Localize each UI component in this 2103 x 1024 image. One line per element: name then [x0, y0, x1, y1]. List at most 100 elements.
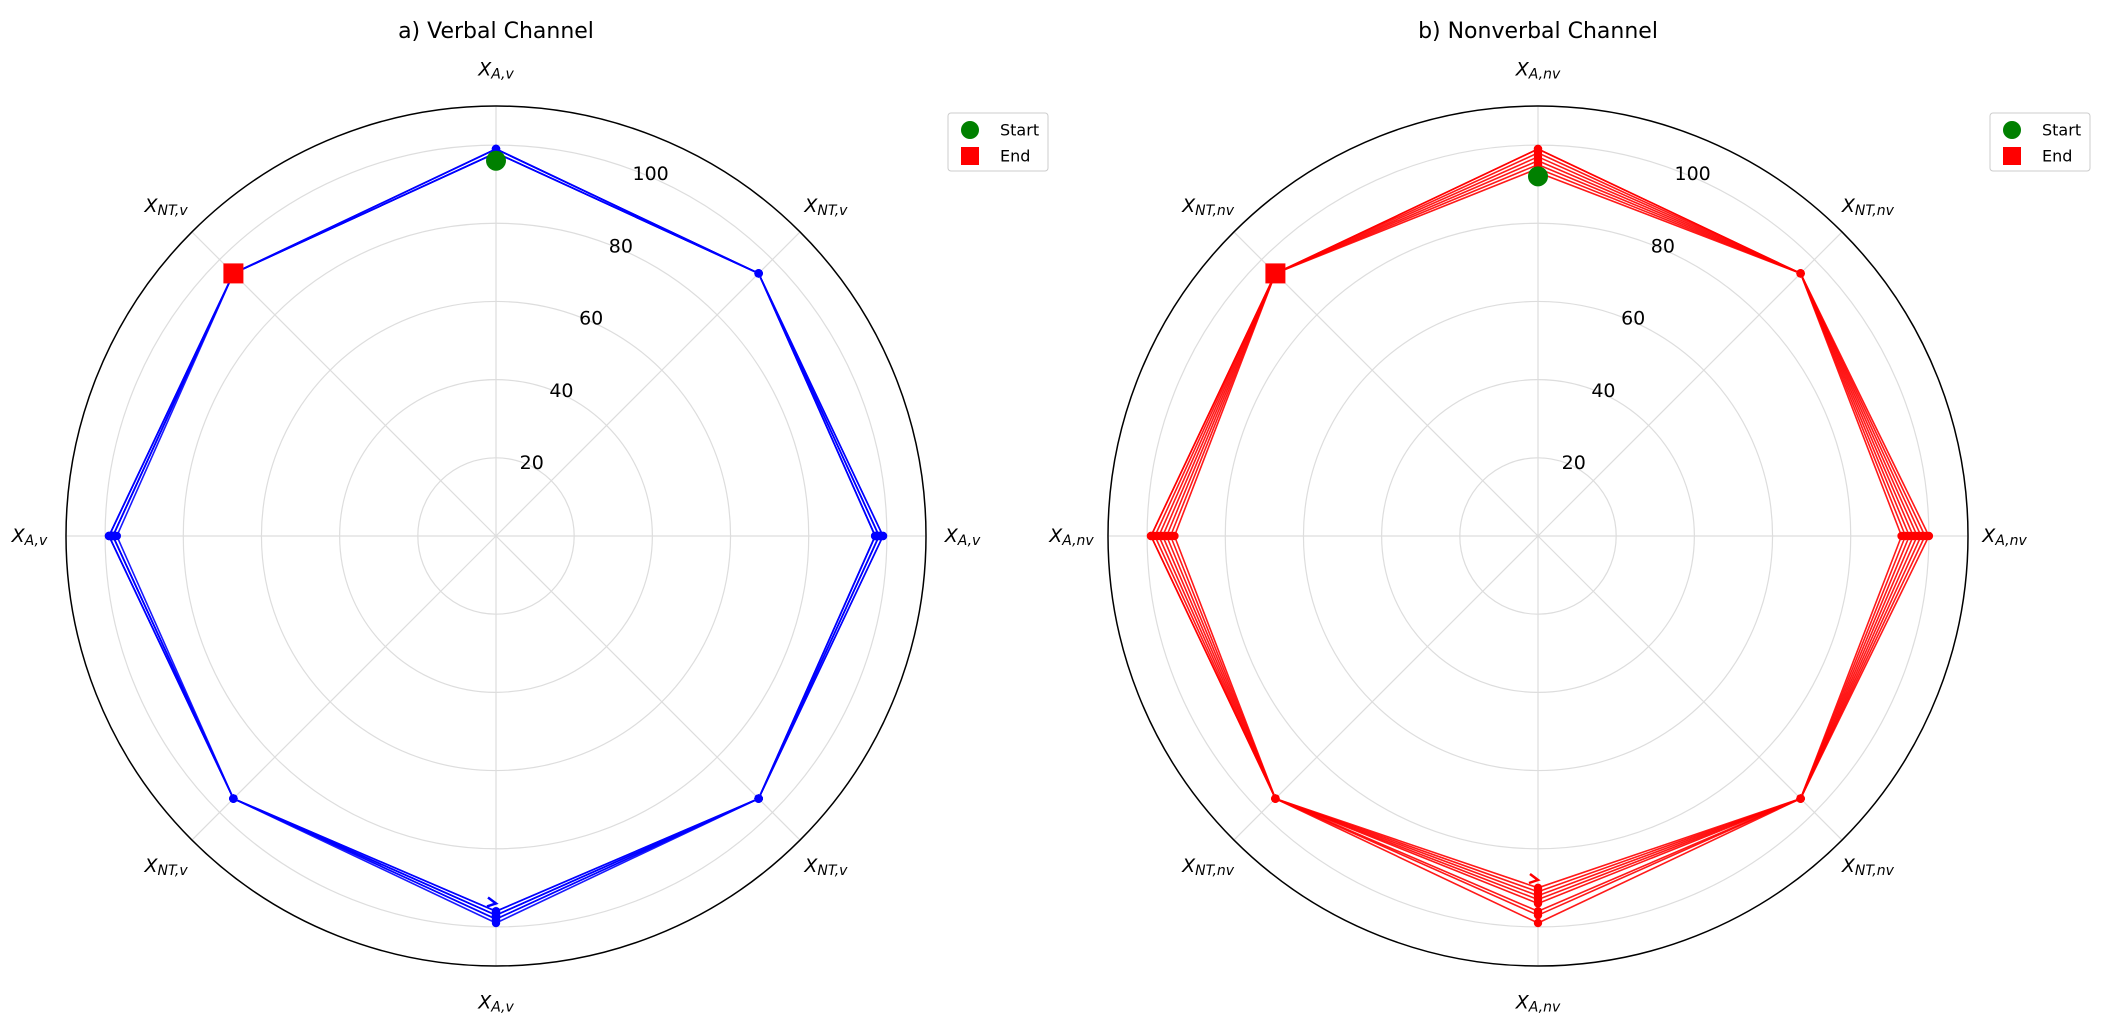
trajectory-segment — [1150, 273, 1277, 537]
axis-label: XNT,v — [803, 854, 848, 879]
end-marker — [1265, 263, 1286, 284]
trajectory-segment — [1173, 535, 1277, 799]
panel-verbal: a) Verbal Channel20406080100XA,vXNT,vXA,… — [11, 19, 1049, 1016]
r-tick-label: 80 — [1651, 235, 1675, 257]
r-tick-label: 40 — [1591, 380, 1615, 402]
r-tick-label: 20 — [1562, 452, 1586, 474]
grid-spoke — [1537, 231, 1843, 537]
trajectory-point — [1924, 531, 1934, 541]
axis-label: XNT,v — [803, 195, 848, 220]
legend-start-swatch — [961, 121, 979, 139]
axis-label-sub: NT,v — [817, 863, 848, 879]
axis-label-base: X — [1048, 525, 1063, 547]
trajectory-segment — [233, 148, 497, 275]
axis-label: XA,v — [477, 58, 514, 83]
trajectory-segment — [1799, 535, 1930, 799]
grid-spoke — [191, 535, 497, 841]
axis-label-base: X — [944, 525, 959, 547]
panel-title: a) Verbal Channel — [398, 19, 594, 44]
axis-label-sub: A,nv — [1528, 1000, 1561, 1016]
axis-label: XA,v — [11, 525, 48, 550]
panel-nonverbal: b) Nonverbal Channel20406080100XA,nvXNT,… — [1048, 19, 2091, 1016]
trajectory-segment — [1537, 148, 1801, 275]
axis-label: XNT,v — [144, 195, 189, 220]
axis-label-base: X — [1841, 854, 1856, 876]
axis-label-sub: NT,nv — [1195, 203, 1235, 219]
trajectory-arrow — [486, 896, 499, 908]
grid-spoke — [495, 231, 801, 537]
trajectory-arrow — [1528, 873, 1541, 885]
axis-label-sub: A,v — [490, 1000, 514, 1016]
trajectory-segment — [112, 273, 235, 537]
trajectory-segment — [1537, 797, 1801, 916]
legend-start-label: Start — [2042, 121, 2081, 140]
panel-title: b) Nonverbal Channel — [1418, 19, 1658, 44]
axis-label-base: X — [1181, 195, 1196, 217]
axis-label-base: X — [477, 991, 492, 1013]
legend-end-label: End — [1000, 147, 1030, 166]
axis-label-sub: A,nv — [1994, 533, 2027, 549]
grid-spoke — [495, 535, 801, 841]
axis-label-base: X — [1515, 58, 1530, 80]
trajectory-segment — [233, 797, 497, 916]
r-tick-label: 60 — [1621, 308, 1645, 330]
axis-label-base: X — [1515, 991, 1530, 1013]
legend-start-label: Start — [1000, 121, 1039, 140]
trajectory-segment — [757, 273, 876, 537]
axis-label-sub: NT,nv — [1855, 863, 1895, 879]
axis-label-base: X — [1181, 854, 1196, 876]
axis-label: XNT,nv — [1841, 195, 1895, 220]
axis-label: XA,v — [477, 991, 514, 1016]
axis-label: XA,nv — [1048, 525, 1094, 550]
axis-label-base: X — [144, 854, 159, 876]
trajectory-segment — [495, 148, 759, 275]
legend-start-swatch — [2003, 121, 2021, 139]
axis-label-base: X — [144, 195, 159, 217]
r-tick-label: 100 — [1674, 163, 1710, 185]
axis-label-sub: NT,v — [158, 203, 189, 219]
legend-end-label: End — [2042, 147, 2072, 166]
trajectory-segment — [495, 797, 759, 924]
axis-label-base: X — [1841, 195, 1856, 217]
polar-frame — [65, 105, 927, 967]
axis-label-sub: A,v — [490, 66, 514, 82]
axis-label-sub: A,nv — [1061, 533, 1094, 549]
polar-frame — [1107, 105, 1969, 967]
trajectory-segment — [1150, 535, 1277, 799]
trajectory-segment — [1537, 797, 1801, 905]
legend-end-swatch — [2003, 147, 2021, 165]
r-tick-label: 40 — [549, 380, 573, 402]
axis-label: XNT,nv — [1181, 195, 1235, 220]
axis-label: XA,v — [944, 525, 981, 550]
trajectory-segment — [1275, 797, 1539, 905]
axis-label-sub: A,v — [24, 533, 48, 549]
axis-label-base: X — [1981, 525, 1996, 547]
r-tick-label: 100 — [632, 163, 668, 185]
axis-label-sub: A,v — [957, 533, 981, 549]
axis-label-sub: NT,nv — [1855, 203, 1895, 219]
start-marker — [1528, 166, 1548, 187]
r-tick-label: 80 — [609, 235, 633, 257]
trajectory-segment — [1173, 273, 1277, 537]
grid-spoke — [1233, 535, 1539, 841]
r-tick-label: 60 — [579, 308, 603, 330]
trajectory-segment — [1275, 797, 1539, 924]
axis-label: XNT,v — [144, 854, 189, 879]
axis-label: XA,nv — [1515, 991, 1561, 1016]
trajectory-segment — [757, 535, 876, 799]
axis-label-base: X — [803, 854, 818, 876]
axis-label: XNT,nv — [1841, 854, 1895, 879]
trajectory-segment — [1799, 273, 1930, 537]
trajectory-segment — [495, 797, 759, 916]
legend: Start End — [947, 112, 1049, 172]
trajectory-segment — [1537, 797, 1801, 924]
legend: Start End — [1989, 112, 2091, 172]
axis-label: XNT,nv — [1181, 854, 1235, 879]
axis-label-base: X — [477, 58, 492, 80]
legend-end-swatch — [961, 147, 979, 165]
trajectory-segment — [233, 797, 497, 924]
axis-label-sub: NT,v — [158, 863, 189, 879]
axis-label-sub: A,nv — [1528, 66, 1561, 82]
axis-label-base: X — [803, 195, 818, 217]
